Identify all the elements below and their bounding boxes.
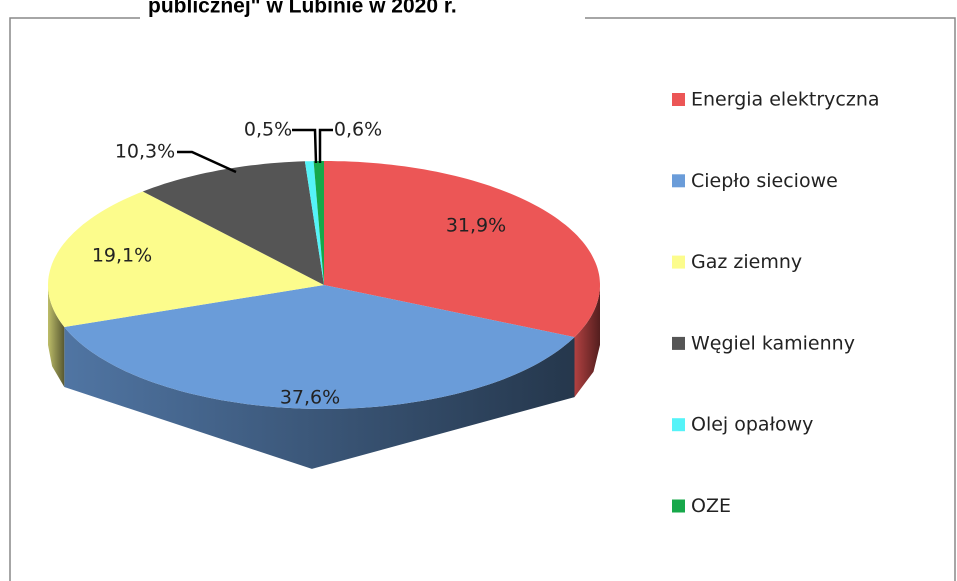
legend-label: OZE (691, 495, 731, 517)
slice (142, 161, 324, 285)
leader-line (177, 150, 237, 174)
data-label: 19,1% (92, 245, 152, 267)
leader-line (318, 128, 333, 163)
legend-label: Energia elektryczna (691, 89, 880, 111)
slice-side (48, 285, 65, 387)
slice-side (574, 285, 600, 398)
slice (304, 161, 324, 285)
leader-line (292, 128, 318, 164)
data-label: 31,9% (446, 215, 506, 237)
legend-swatch (672, 174, 685, 188)
data-label: 37,6% (280, 387, 340, 409)
title-backdrop (140, 0, 585, 24)
legend-label: Olej opałowy (691, 414, 813, 436)
legend-label: Węgiel kamienny (691, 332, 855, 354)
slice-side (64, 327, 575, 469)
legend-label: Ciepło sieciowe (691, 170, 838, 192)
slice (313, 161, 324, 285)
legend-swatch (672, 418, 685, 432)
slice (48, 191, 324, 327)
legend-label: Gaz ziemny (691, 251, 802, 273)
data-label: 0,6% (334, 119, 382, 141)
legend-swatch (672, 336, 685, 350)
legend-swatch (672, 255, 685, 269)
legend-swatch (672, 93, 685, 106)
data-label: 10,3% (115, 141, 175, 163)
slice (324, 161, 600, 338)
chart-title: publicznej" w Lubinie w 2020 r. (148, 0, 457, 18)
data-label: 0,5% (244, 119, 292, 141)
slice (64, 285, 575, 409)
legend-swatch (672, 499, 685, 513)
